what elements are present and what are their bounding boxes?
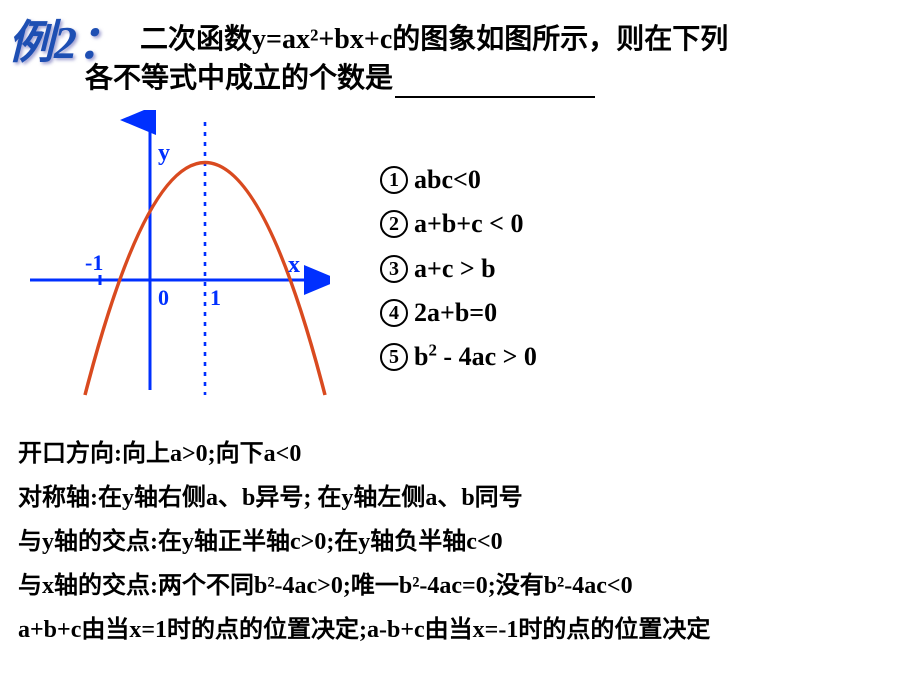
rule-2: 对称轴:在y轴右侧a、b异号; 在y轴左侧a、b同号	[18, 486, 710, 510]
num-4: 4	[380, 299, 408, 327]
y-axis-label: y	[158, 140, 170, 166]
option-1: 1abc<0	[380, 160, 537, 200]
question-line1: 二次函数y=ax²+bx+c的图象如图所示，则在下列	[140, 24, 728, 55]
option-2: 2a+b+c < 0	[380, 204, 537, 244]
question-line2: 各不等式中成立的个数是	[85, 63, 393, 94]
rule-5: a+b+c由当x=1时的点的位置决定;a-b+c由当x=-1时的点的位置决定	[18, 618, 710, 642]
tick-neg1-label: -1	[85, 250, 103, 275]
parabola-graph: y x 0 -1 1	[30, 110, 330, 400]
origin-label: 0	[158, 285, 169, 310]
rule-1: 开口方向:向上a>0;向下a<0	[18, 442, 710, 466]
option-3: 3a+c > b	[380, 249, 537, 289]
option-4: 42a+b=0	[380, 293, 537, 333]
options-list: 1abc<0 2a+b+c < 0 3a+c > b 42a+b=0 5 b2 …	[380, 160, 537, 381]
option-5: 5 b2 - 4ac > 0	[380, 337, 537, 377]
rule-4: 与x轴的交点:两个不同b²-4ac>0;唯一b²-4ac=0;没有b²-4ac<…	[18, 574, 710, 598]
num-3: 3	[380, 255, 408, 283]
num-1: 1	[380, 166, 408, 194]
x-axis-label: x	[288, 252, 300, 278]
question-text: 二次函数y=ax²+bx+c的图象如图所示，则在下列 各不等式中成立的个数是	[140, 20, 920, 98]
rule-3: 与y轴的交点:在y轴正半轴c>0;在y轴负半轴c<0	[18, 530, 710, 554]
tick-pos1-label: 1	[210, 285, 221, 310]
rules-block: 开口方向:向上a>0;向下a<0 对称轴:在y轴右侧a、b异号; 在y轴左侧a、…	[18, 442, 710, 662]
num-2: 2	[380, 210, 408, 238]
num-5: 5	[380, 343, 408, 371]
answer-blank	[395, 74, 595, 98]
